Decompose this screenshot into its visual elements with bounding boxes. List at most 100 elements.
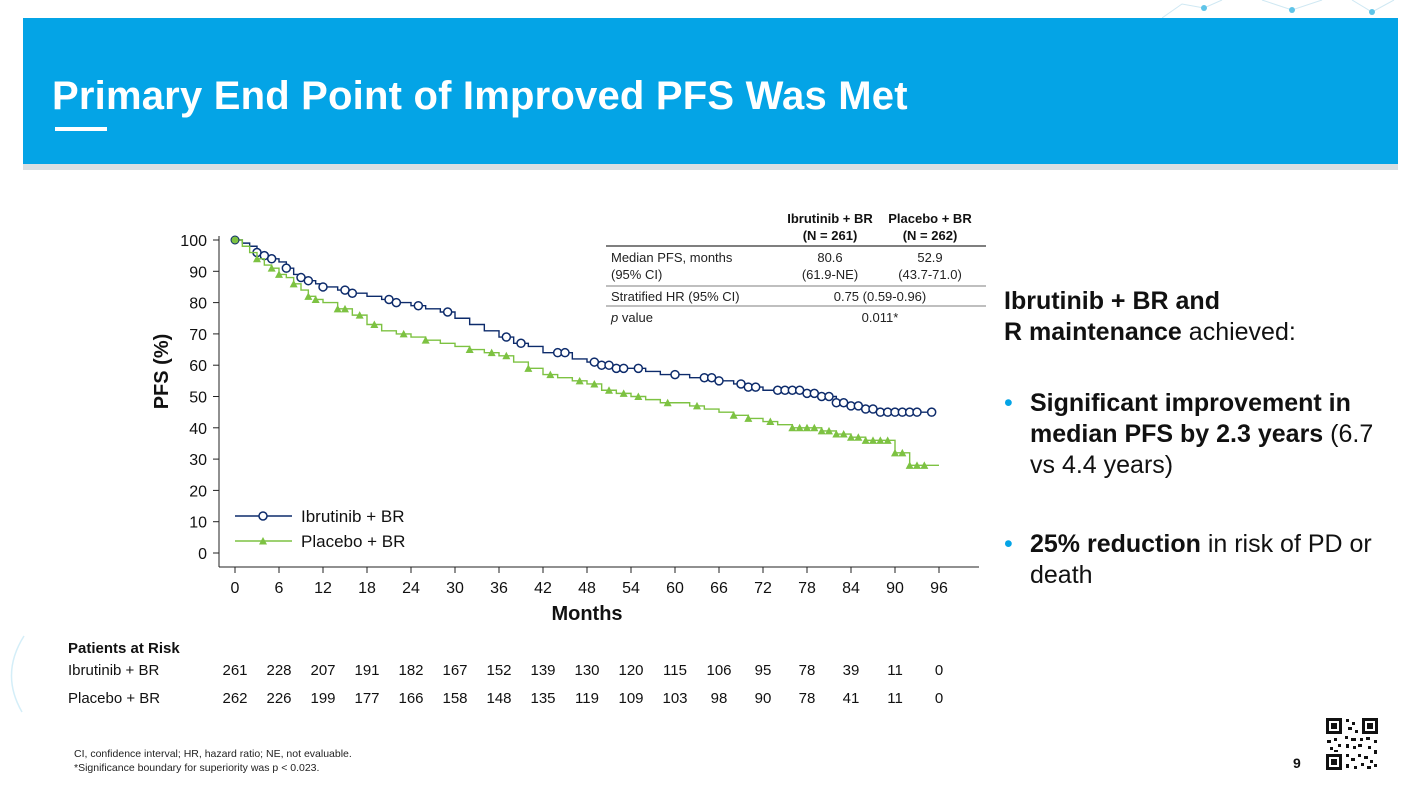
censor-marker — [744, 414, 753, 422]
table-row-label: p value — [610, 310, 653, 325]
risk-count: 207 — [310, 662, 336, 679]
axes: 0 10 20 30 40 50 60 70 80 90 100 0 6 12 18 24 30 36 42 48 54… — [151, 233, 979, 625]
y-tick-label: 30 — [189, 452, 207, 469]
censor-marker — [399, 329, 408, 338]
censor-marker — [854, 433, 863, 441]
censor-marker — [421, 336, 430, 344]
censor-marker — [633, 363, 644, 374]
banner-shadow — [23, 164, 1398, 170]
risk-count: 106 — [706, 662, 732, 679]
x-tick-label: 72 — [754, 580, 772, 597]
start-point-marker — [230, 235, 240, 245]
risk-count: 0 — [934, 690, 944, 707]
series-placebo — [235, 239, 939, 469]
censor-marker — [905, 461, 914, 469]
y-tick-label: 20 — [189, 483, 207, 500]
x-tick-label: 54 — [622, 580, 640, 597]
censor-marker — [391, 297, 402, 308]
table-row-label: (95% CI) — [611, 267, 662, 282]
risk-count: 98 — [710, 690, 728, 707]
censor-marker — [825, 426, 833, 435]
censor-marker — [267, 264, 276, 272]
x-tick-label: 0 — [231, 580, 240, 597]
risk-count: 78 — [798, 690, 816, 707]
y-tick-label: 10 — [189, 515, 207, 532]
censor-marker — [883, 436, 892, 444]
legend-label: Placebo + BR — [301, 532, 405, 551]
censor-marker — [442, 307, 453, 317]
censor-marker — [876, 436, 885, 444]
title-banner — [23, 18, 1398, 164]
censor-marker — [898, 448, 907, 457]
x-tick-label: 30 — [446, 580, 464, 597]
risk-count: 148 — [486, 690, 512, 707]
risk-count: 261 — [222, 662, 248, 679]
table-cell: 52.9 — [917, 250, 942, 265]
risk-table-title: Patients at Risk — [68, 640, 180, 657]
censor-marker — [413, 300, 424, 311]
y-tick-label: 40 — [189, 421, 207, 438]
x-tick-label: 36 — [490, 580, 508, 597]
table-column-header: (N = 262) — [903, 228, 958, 243]
chart-legend: Ibrutinib + BR Placebo + BR — [235, 507, 405, 551]
risk-count: 139 — [530, 662, 556, 679]
risk-count: 90 — [754, 690, 772, 707]
risk-count: 182 — [398, 662, 424, 679]
risk-count: 109 — [618, 690, 644, 707]
results-table: Ibrutinib + BR (N = 261) Placebo + BR (N = … — [606, 211, 986, 325]
table-cell: (43.7-71.0) — [898, 267, 962, 282]
risk-count: 130 — [574, 662, 600, 679]
x-tick-label: 66 — [710, 580, 728, 597]
x-tick-label: 18 — [358, 580, 376, 597]
censor-marker — [891, 448, 899, 457]
x-tick-label: 6 — [275, 580, 284, 597]
km-chart: 0 10 20 30 40 50 60 70 80 90 100 0 6 12 18 24 30 36 42 48 54… — [151, 211, 986, 625]
censor-marker — [618, 363, 629, 374]
risk-count: 166 — [398, 690, 424, 707]
y-tick-label: 100 — [180, 233, 207, 250]
censor-marker — [912, 407, 922, 417]
risk-count: 191 — [354, 662, 380, 679]
censor-marker — [281, 263, 292, 273]
table-cell: 80.6 — [817, 250, 842, 265]
page-number: 9 — [1293, 755, 1301, 771]
censor-marker — [501, 332, 512, 342]
series-line — [235, 239, 932, 413]
table-cell: 0.75 (0.59-0.96) — [834, 289, 927, 304]
censor-marker — [824, 391, 834, 402]
risk-count: 226 — [266, 690, 292, 707]
censor-marker — [663, 398, 672, 407]
censor-marker — [795, 423, 804, 432]
summary-bullet: • Significant improvement in median PFS … — [1004, 388, 1384, 481]
censor-marker — [347, 288, 358, 298]
table-column-header: Placebo + BR — [888, 211, 972, 226]
censor-marker — [465, 345, 474, 354]
x-tick-label: 96 — [930, 580, 948, 597]
y-tick-label: 50 — [189, 390, 207, 407]
risk-row-label: Ibrutinib + BR — [68, 662, 160, 679]
censor-marker — [803, 423, 811, 432]
risk-count: 199 — [310, 690, 336, 707]
summary-bullet: • 25% reduction in risk of PD or death — [1004, 529, 1384, 591]
risk-row-label: Placebo + BR — [68, 690, 161, 707]
censor-marker — [560, 347, 570, 358]
qr-code-icon — [1324, 716, 1380, 772]
table-column-header: Ibrutinib + BR — [787, 211, 873, 226]
bullet-icon: • — [1004, 530, 1013, 558]
censor-marker — [502, 351, 511, 360]
risk-count: 11 — [887, 690, 903, 707]
risk-count: 167 — [442, 662, 468, 679]
censor-marker — [516, 338, 526, 349]
censor-marker — [333, 304, 342, 313]
censor-marker — [253, 254, 261, 263]
table-row-label: Stratified HR (95% CI) — [611, 289, 740, 304]
table-cell: 0.011* — [862, 310, 899, 325]
summary-heading: Ibrutinib + BR and R maintenance achieve… — [1004, 286, 1364, 348]
risk-count: 177 — [354, 690, 380, 707]
risk-row-placebo: Placebo + BR 262 226 199 177 166 158 148 135 119… — [68, 690, 968, 710]
censor-marker — [546, 370, 555, 379]
censor-marker — [275, 270, 283, 278]
footnote: CI, confidence interval; HR, hazard rati… — [74, 748, 352, 760]
series-ibrutinib — [235, 239, 937, 417]
risk-count: 78 — [798, 662, 816, 679]
